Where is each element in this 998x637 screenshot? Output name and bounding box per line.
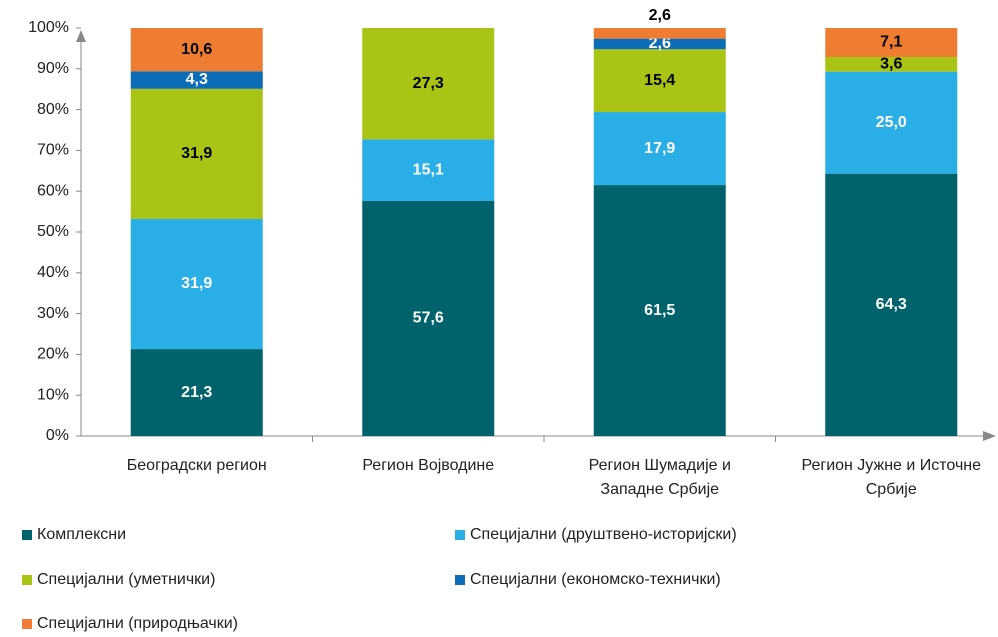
data-label: 27,3 bbox=[413, 75, 444, 92]
y-tick-label: 10% bbox=[37, 386, 69, 403]
legend-label: Специјални (друштвено-историјски) bbox=[470, 526, 737, 543]
legend-item: Специјални (економско-технички) bbox=[455, 569, 721, 591]
data-label: 17,9 bbox=[644, 140, 675, 157]
bar-segment bbox=[362, 200, 495, 436]
data-label: 4,3 bbox=[186, 71, 208, 88]
legend-label: Специјални (природњачки) bbox=[37, 615, 238, 632]
legend-swatch bbox=[22, 619, 32, 629]
legend-swatch bbox=[22, 530, 32, 540]
legend-item: Специјални (природњачки) bbox=[22, 613, 238, 635]
data-label: 31,9 bbox=[181, 275, 212, 292]
y-tick-label: 60% bbox=[37, 182, 69, 199]
y-tick-label: 70% bbox=[37, 142, 69, 159]
legend-label: Специјални (уметнички) bbox=[37, 571, 216, 588]
data-label: 15,1 bbox=[413, 161, 444, 178]
bar-segment bbox=[593, 49, 726, 113]
x-tick-label: Београдски регион bbox=[126, 457, 267, 474]
legend-item: Специјални (друштвено-историјски) bbox=[455, 524, 737, 546]
data-label: 61,5 bbox=[644, 302, 675, 319]
bar-segment bbox=[362, 28, 495, 140]
legend-swatch bbox=[22, 575, 32, 585]
x-tick-label: Регион Шумадије и Западне Србије bbox=[588, 457, 731, 498]
y-tick-label: 100% bbox=[28, 19, 69, 36]
legend-label: Комплексни bbox=[37, 526, 127, 543]
bar-segment bbox=[825, 173, 958, 436]
legend-item: Комплексни bbox=[22, 524, 126, 546]
bar-segment bbox=[362, 139, 495, 201]
bar-segment bbox=[130, 349, 263, 436]
data-label: 57,6 bbox=[413, 310, 444, 327]
bar-segment bbox=[130, 218, 263, 350]
bar-segment bbox=[825, 71, 958, 174]
bar-segment bbox=[825, 56, 958, 72]
x-tick-label: Регион Јужне и Источне Србије bbox=[801, 457, 982, 498]
y-tick-label: 50% bbox=[37, 223, 69, 240]
bar-segment bbox=[593, 38, 726, 50]
x-axis-arrow bbox=[983, 431, 996, 441]
data-label: 2,6 bbox=[649, 7, 671, 24]
data-label: 64,3 bbox=[876, 296, 907, 313]
y-tick-label: 40% bbox=[37, 264, 69, 281]
y-axis-arrow bbox=[76, 30, 86, 42]
legend-item: Специјални (уметнички) bbox=[22, 569, 215, 591]
data-label: 3,6 bbox=[880, 56, 902, 73]
y-tick-label: 30% bbox=[37, 305, 69, 322]
data-label: 7,1 bbox=[880, 34, 902, 51]
bar-segment bbox=[130, 71, 263, 89]
data-label: 21,3 bbox=[181, 384, 212, 401]
data-label: 2,6 bbox=[649, 35, 671, 52]
data-label: 10,6 bbox=[181, 41, 212, 58]
bar-segment bbox=[593, 112, 726, 186]
bar-segment bbox=[130, 88, 263, 219]
legend-label: Специјални (економско-технички) bbox=[470, 571, 721, 588]
y-tick-label: 0% bbox=[46, 427, 69, 444]
bar-segment bbox=[825, 28, 958, 57]
data-label: 25,0 bbox=[876, 114, 907, 131]
y-tick-label: 90% bbox=[37, 60, 69, 77]
y-tick-label: 20% bbox=[37, 346, 69, 363]
legend-swatch bbox=[455, 530, 465, 540]
y-tick-label: 80% bbox=[37, 101, 69, 118]
bar-segment bbox=[593, 185, 726, 436]
bar-segment bbox=[130, 28, 263, 72]
data-label: 31,9 bbox=[181, 145, 212, 162]
legend-swatch bbox=[455, 575, 465, 585]
x-tick-label: Регион Војводине bbox=[362, 457, 495, 474]
bar-segment bbox=[593, 28, 726, 39]
data-label: 15,4 bbox=[644, 72, 675, 89]
